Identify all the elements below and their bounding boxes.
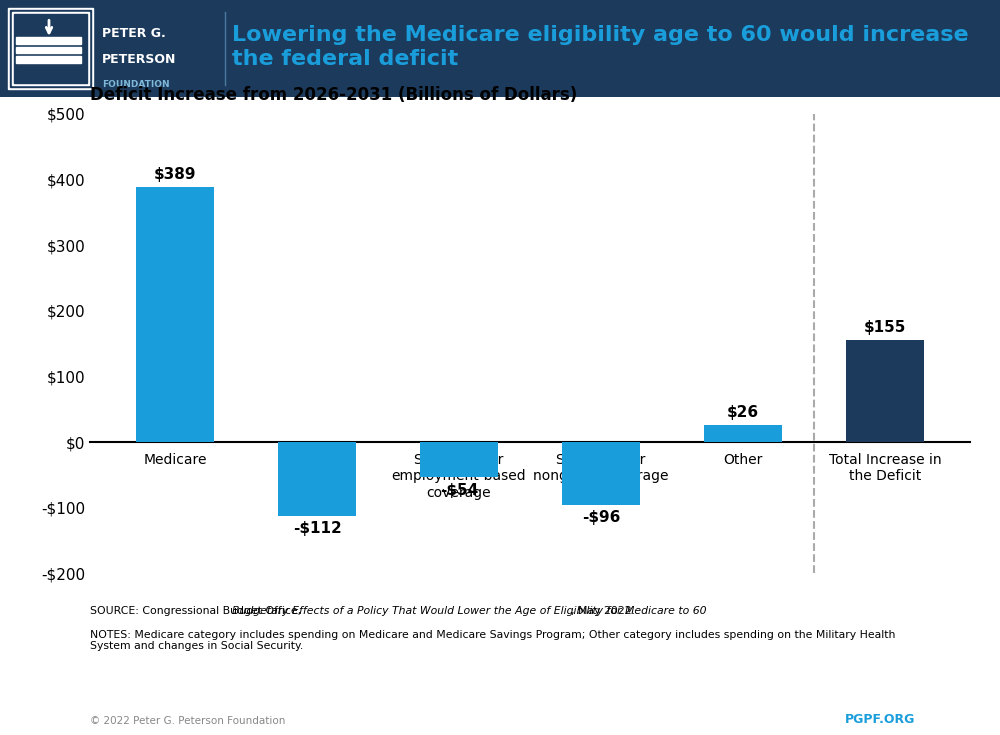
Bar bbox=[420, 442, 498, 478]
Text: PETERSON: PETERSON bbox=[102, 54, 176, 66]
Bar bbox=[562, 442, 640, 505]
Bar bbox=[278, 442, 356, 515]
Text: , May 2022.: , May 2022. bbox=[571, 606, 635, 617]
Text: $155: $155 bbox=[864, 320, 906, 335]
Bar bbox=[16, 37, 81, 43]
Bar bbox=[12, 12, 89, 85]
Bar bbox=[846, 340, 924, 442]
Text: FOUNDATION: FOUNDATION bbox=[102, 79, 170, 88]
FancyArrowPatch shape bbox=[46, 21, 52, 33]
Text: $389: $389 bbox=[154, 167, 196, 182]
Bar bbox=[136, 187, 214, 442]
Text: © 2022 Peter G. Peterson Foundation: © 2022 Peter G. Peterson Foundation bbox=[90, 716, 285, 726]
Bar bbox=[14, 13, 87, 84]
Bar bbox=[16, 57, 81, 63]
Text: PETER G.: PETER G. bbox=[102, 27, 166, 40]
Text: Budgetary Effects of a Policy That Would Lower the Age of Eligibility for Medica: Budgetary Effects of a Policy That Would… bbox=[232, 606, 707, 617]
Text: NOTES: Medicare category includes spending on Medicare and Medicare Savings Prog: NOTES: Medicare category includes spendi… bbox=[90, 630, 895, 651]
Text: $26: $26 bbox=[727, 405, 759, 420]
Bar bbox=[16, 46, 81, 54]
Text: -$96: -$96 bbox=[582, 510, 620, 526]
Bar bbox=[10, 10, 91, 87]
Text: -$54: -$54 bbox=[440, 483, 478, 498]
Text: PGPF.ORG: PGPF.ORG bbox=[845, 713, 915, 726]
Text: Deficit Increase from 2026-2031 (Billions of Dollars): Deficit Increase from 2026-2031 (Billion… bbox=[90, 86, 577, 104]
Text: Lowering the Medicare eligibility age to 60 would increase
the federal deficit: Lowering the Medicare eligibility age to… bbox=[232, 24, 969, 68]
Text: SOURCE: Congressional Budget Office,: SOURCE: Congressional Budget Office, bbox=[90, 606, 305, 617]
Bar bbox=[704, 425, 782, 442]
Text: -$112: -$112 bbox=[293, 521, 341, 536]
Bar bbox=[8, 8, 93, 89]
